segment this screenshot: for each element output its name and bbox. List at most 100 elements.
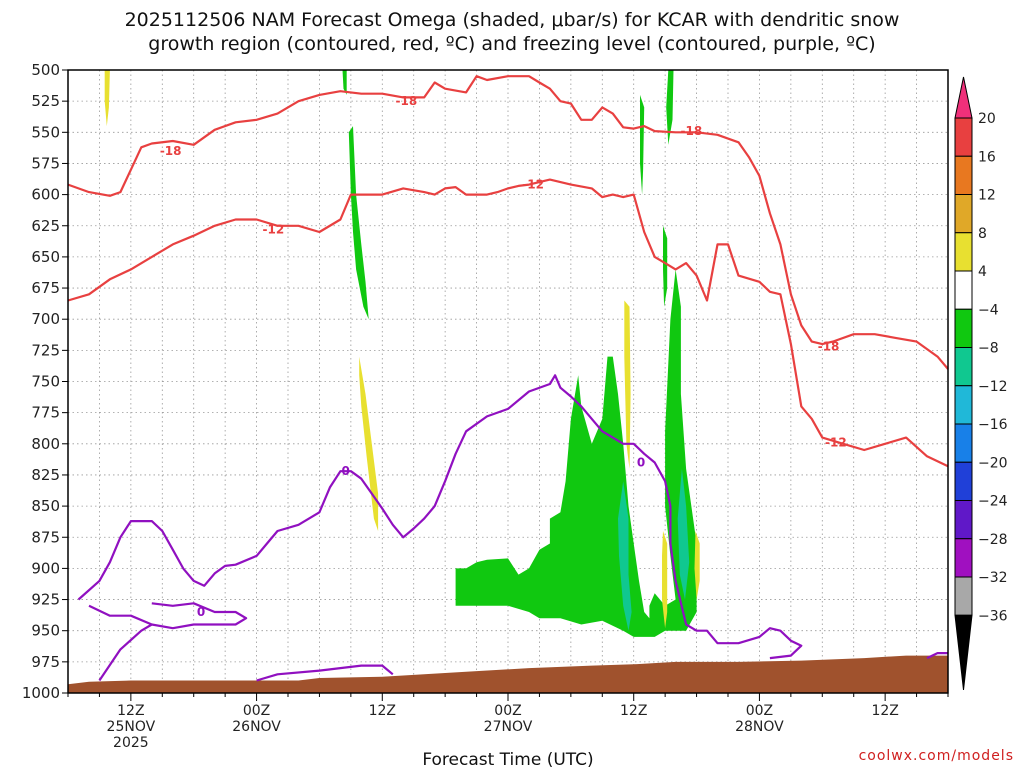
colorbar-segment (954, 270, 973, 310)
colorbar-label: −4 (978, 302, 999, 318)
terrain-fill (68, 655, 948, 693)
contour-label: 0 (197, 605, 205, 619)
colorbar-segment (954, 347, 973, 387)
colorbar-cap-bottom (954, 614, 973, 691)
contour-label: -12 (522, 178, 544, 192)
colorbar-segment (954, 461, 973, 501)
omega-region (624, 300, 631, 469)
colorbar-segment (954, 117, 973, 157)
y-tick-label: 550 (31, 123, 60, 141)
y-tick-label: 575 (31, 154, 60, 172)
colorbar-label: −24 (978, 494, 1008, 510)
y-tick-label: 650 (31, 248, 60, 266)
omega-region (618, 481, 632, 631)
x-tick-label: 28NOV (735, 719, 784, 735)
freezing-level-contour (77, 374, 803, 660)
y-tick-label: 975 (31, 653, 60, 671)
x-tick-label: 12Z (117, 703, 144, 719)
colorbar-label: −8 (978, 341, 999, 357)
freezing-level-contour (88, 602, 248, 630)
colorbar: 20 16 12 8 4 −4 −8 −12 −16 −20 −24 −28 −32 −36 (954, 76, 1008, 691)
chart-title-line1: 2025112506 NAM Forecast Omega (shaded, μ… (124, 9, 900, 31)
contour-label: -18 (160, 144, 182, 158)
y-axis-ticks: 500 525 550 575 600 625 650 675 700 725 750 775 800 8… (22, 61, 68, 702)
colorbar-segment (954, 194, 973, 234)
colorbar-label: 20 (978, 111, 996, 127)
colorbar-label: −28 (978, 532, 1008, 548)
y-tick-label: 875 (31, 528, 60, 546)
colorbar-label: 12 (978, 188, 996, 204)
contour-label: -12 (825, 436, 847, 450)
credit-text: coolwx.com/models (859, 748, 1014, 764)
x-tick-label: 26NOV (232, 719, 281, 735)
colorbar-label: 16 (978, 149, 996, 165)
contour-labels: -18 -18 -18 -18 -12 -12 -12 0 0 0 (160, 94, 847, 619)
y-tick-label: 800 (31, 435, 60, 453)
colorbar-label: 8 (978, 226, 987, 242)
colorbar-segment (954, 232, 973, 272)
x-tick-label: 12Z (871, 703, 898, 719)
colorbar-segment (954, 385, 973, 425)
y-tick-label: 625 (31, 217, 60, 235)
colorbar-label: −36 (978, 608, 1008, 624)
colorbar-segment (954, 308, 973, 348)
contour-label: -18 (680, 124, 702, 138)
omega-region (455, 269, 697, 637)
omega-region (104, 70, 110, 127)
x-tick-label: 12Z (620, 703, 647, 719)
contour-label: 0 (637, 455, 645, 469)
x-tick-label: 00Z (494, 703, 521, 719)
colorbar-label: −32 (978, 570, 1008, 586)
dgz-minus12-contour (67, 178, 949, 468)
omega-region (663, 225, 668, 307)
y-tick-label: 525 (31, 92, 60, 110)
x-axis-label: Forecast Time (UTC) (422, 750, 593, 768)
contour-label: -18 (396, 94, 418, 108)
colorbar-segment (954, 538, 973, 578)
omega-region (348, 126, 369, 320)
terrain (68, 655, 948, 693)
omega-region (640, 94, 645, 195)
contour-label: -18 (818, 340, 840, 354)
freezing-level-contour (98, 623, 153, 682)
x-tick-label: 27NOV (484, 719, 533, 735)
omega-region (342, 70, 347, 95)
omega-region (677, 468, 690, 600)
colorbar-label: −20 (978, 455, 1008, 471)
chart-title-line2: growth region (contoured, red, ºC) and f… (148, 33, 876, 55)
x-tick-label: 12Z (369, 703, 396, 719)
y-tick-label: 925 (31, 591, 60, 609)
x-tick-label: 2025 (113, 735, 149, 751)
freezing-level-contour (256, 664, 394, 682)
y-tick-label: 950 (31, 622, 60, 640)
y-tick-label: 775 (31, 404, 60, 422)
colorbar-segment (954, 423, 973, 463)
y-tick-label: 700 (31, 310, 60, 328)
omega-region (359, 356, 379, 531)
x-tick-label: 25NOV (107, 719, 156, 735)
colorbar-segment (954, 155, 973, 195)
y-tick-label: 500 (31, 61, 60, 79)
dgz-minus18-contour (67, 75, 949, 370)
y-tick-label: 850 (31, 497, 60, 515)
contour-lines (67, 75, 949, 682)
y-tick-label: 750 (31, 373, 60, 391)
contour-label: 0 (341, 464, 349, 478)
colorbar-label: 4 (978, 264, 987, 280)
x-tick-label: 00Z (746, 703, 773, 719)
omega-region (662, 531, 668, 629)
omega-shading (104, 70, 700, 637)
y-tick-label: 725 (31, 341, 60, 359)
colorbar-label: −12 (978, 379, 1008, 395)
x-tick-label: 00Z (243, 703, 270, 719)
y-tick-label: 600 (31, 186, 60, 204)
omega-region (694, 531, 700, 600)
colorbar-segment (954, 576, 973, 616)
freezing-level-contour (926, 652, 948, 660)
colorbar-cap-top (954, 76, 973, 119)
colorbar-segment (954, 500, 973, 540)
omega-region (666, 70, 674, 145)
y-tick-label: 825 (31, 466, 60, 484)
